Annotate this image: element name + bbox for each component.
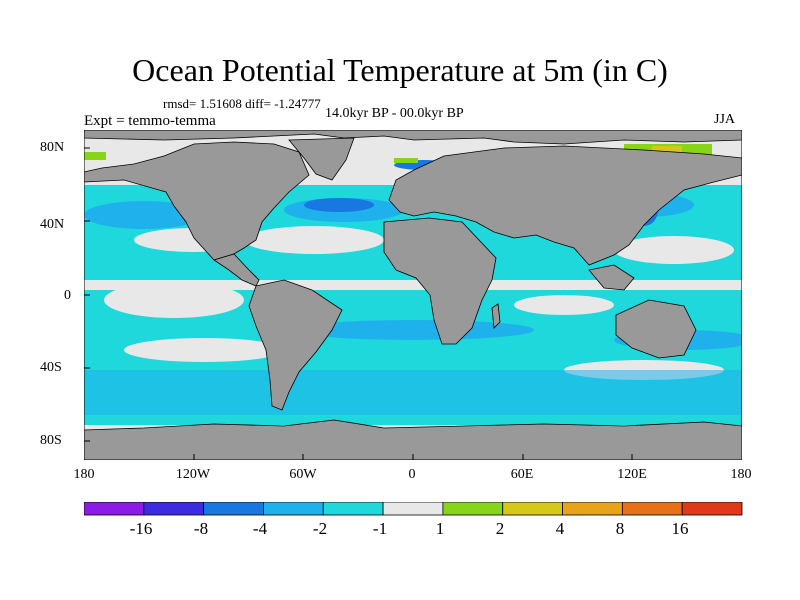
- stats-label: rmsd= 1.51608 diff= -1.24777: [163, 96, 321, 111]
- arctic-land: [84, 130, 742, 145]
- indian-light-patch: [514, 295, 614, 315]
- colorbar-label-3: -4: [252, 519, 268, 538]
- southern-ocean-blue-band: [84, 370, 742, 415]
- colorbar-label-1: -16: [129, 519, 153, 538]
- y-tick-80n: 80N: [40, 140, 65, 155]
- spacific-light-patch: [124, 338, 284, 362]
- x-tick-120w: 120W: [175, 467, 211, 482]
- africa: [383, 217, 497, 345]
- x-tick-60w: 60W: [289, 467, 317, 482]
- satl-blue-patch: [294, 320, 534, 340]
- x-tick-0: 0: [408, 467, 416, 482]
- colorbar-swatch-5: [322, 502, 384, 516]
- colorbar-swatch-8: [502, 502, 563, 516]
- wpacific-light-patch: [614, 236, 734, 264]
- x-tick-180e: 180: [730, 467, 752, 482]
- pacific-light-patch: [104, 282, 244, 318]
- colorbar-label-7: 2: [495, 519, 505, 538]
- map-title: Ocean Potential Temperature at 5m (in C): [132, 52, 668, 88]
- antarctica: [84, 419, 742, 460]
- y-tick-0: 0: [64, 288, 71, 303]
- colorbar-swatch-1: [84, 502, 145, 516]
- period-label: 14.0kyr BP - 00.0kyr BP: [325, 106, 464, 121]
- x-tick-120e: 120E: [617, 467, 647, 482]
- colorbar-swatch-3: [203, 502, 264, 516]
- colorbar-swatch-10: [621, 502, 683, 516]
- temperature-map: [84, 130, 742, 460]
- colorbar-swatch-11: [681, 502, 743, 516]
- y-tick-80s: 80S: [40, 433, 62, 448]
- colorbar-label-10: 16: [671, 519, 689, 538]
- tick-marks: [84, 147, 633, 460]
- arctic-warm-spot-6: [394, 158, 418, 163]
- colorbar-swatch-2: [143, 502, 205, 516]
- colorbar-swatch-6: [382, 502, 444, 516]
- indonesia: [588, 264, 635, 291]
- colorbar: [84, 502, 743, 516]
- atlantic-light-patch: [244, 226, 384, 254]
- y-tick-40s: 40S: [40, 360, 62, 375]
- x-tick-180w: 180: [73, 467, 95, 482]
- arctic-warm-spot-1: [84, 152, 106, 160]
- australia: [615, 299, 697, 359]
- arctic-warm-spot-5: [652, 146, 682, 152]
- north-america: [84, 141, 310, 261]
- season-label: JJA: [714, 112, 736, 127]
- npac-blue-patch: [84, 201, 204, 229]
- eurasia: [388, 145, 742, 266]
- x-tick-60e: 60E: [510, 467, 534, 482]
- colorbar-label-8: 4: [555, 519, 565, 538]
- land-masses: [84, 130, 742, 460]
- colorbar-swatch-7: [442, 502, 504, 516]
- colorbar-label-2: -8: [193, 519, 209, 538]
- experiment-label: Expt = temmo-temma: [84, 113, 216, 129]
- colorbar-swatch-9: [562, 502, 623, 516]
- gulfstream-strong-patch: [304, 198, 374, 212]
- central-america: [213, 253, 260, 287]
- colorbar-label-9: 8: [615, 519, 625, 538]
- madagascar: [491, 303, 501, 329]
- south-america: [248, 279, 343, 411]
- colorbar-label-4: -2: [312, 519, 328, 538]
- colorbar-label-6: 1: [435, 519, 445, 538]
- colorbar-label-5: -1: [372, 519, 388, 538]
- y-tick-40n: 40N: [40, 217, 65, 232]
- colorbar-swatch-4: [263, 502, 324, 516]
- greenland: [288, 137, 355, 181]
